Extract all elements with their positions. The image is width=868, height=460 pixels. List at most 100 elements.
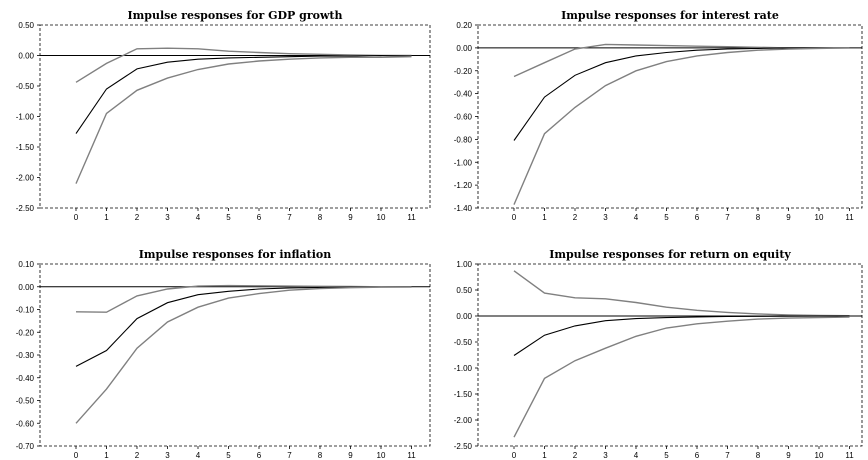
x-tick-label: 6 bbox=[695, 213, 700, 222]
x-tick-label: 5 bbox=[226, 213, 231, 222]
y-tick-label: 0.50 bbox=[18, 21, 34, 30]
x-tick-label: 1 bbox=[104, 213, 109, 222]
lower-bound-line bbox=[75, 56, 412, 184]
response-line bbox=[75, 286, 412, 367]
x-tick-label: 9 bbox=[786, 451, 791, 460]
x-tick-label: 5 bbox=[664, 451, 669, 460]
y-tick-label: -0.70 bbox=[16, 442, 35, 451]
upper-bound-line bbox=[75, 47, 412, 83]
y-tick-label: 0.50 bbox=[456, 286, 472, 295]
y-tick-label: -0.80 bbox=[454, 135, 473, 144]
x-tick-label: 4 bbox=[196, 451, 201, 460]
y-tick-label: -0.60 bbox=[16, 419, 35, 428]
upper-bound-line bbox=[75, 284, 412, 313]
panel-gdp-growth: Impulse responses for GDP growth 0.50 0.0… bbox=[16, 9, 431, 222]
upper-bound-line bbox=[513, 270, 850, 317]
y-tick-label: -0.10 bbox=[16, 306, 35, 315]
x-tick-label: 1 bbox=[104, 451, 109, 460]
plot-frame bbox=[477, 263, 863, 447]
x-tick-label: 8 bbox=[756, 213, 761, 222]
y-tick-label: -0.40 bbox=[16, 374, 35, 383]
x-tick-label: 7 bbox=[725, 213, 730, 222]
response-line bbox=[513, 315, 850, 356]
lower-bound-line bbox=[75, 286, 412, 424]
x-tick-label: 7 bbox=[725, 451, 730, 460]
y-tick-label: -0.20 bbox=[16, 328, 35, 337]
x-tick-label: 8 bbox=[318, 213, 323, 222]
x-tick-label: 10 bbox=[815, 451, 824, 460]
x-tick-label: 11 bbox=[845, 451, 854, 460]
y-tick-label: -2.00 bbox=[454, 416, 473, 425]
y-tick-label: -1.50 bbox=[454, 390, 473, 399]
x-tick-label: 4 bbox=[634, 451, 639, 460]
response-line bbox=[513, 47, 850, 141]
x-tick-label: 2 bbox=[135, 451, 140, 460]
y-tick-label: -2.50 bbox=[454, 442, 473, 451]
panel-return-on-equity: Impulse responses for return on equity 1… bbox=[454, 248, 863, 460]
y-tick-label: -0.50 bbox=[16, 82, 35, 91]
x-tick-label: 6 bbox=[257, 213, 262, 222]
y-tick-label: -0.50 bbox=[454, 338, 473, 347]
panel-interest-rate: Impulse responses for interest rate 0.20… bbox=[454, 9, 863, 222]
x-tick-label: 1 bbox=[542, 451, 547, 460]
y-tick-label: -0.20 bbox=[454, 67, 473, 76]
y-tick-label: -2.00 bbox=[16, 174, 35, 183]
panel-title: Impulse responses for inflation bbox=[139, 248, 332, 261]
x-tick-label: 6 bbox=[257, 451, 262, 460]
x-tick-label: 2 bbox=[135, 213, 140, 222]
y-tick-label: 0.00 bbox=[456, 312, 472, 321]
x-tick-label: 3 bbox=[603, 451, 608, 460]
y-tick-label: 0.20 bbox=[456, 21, 472, 30]
x-tick-label: 10 bbox=[377, 451, 386, 460]
y-tick-label: -0.30 bbox=[16, 351, 35, 360]
x-tick-label: 3 bbox=[165, 213, 170, 222]
plot-frame bbox=[39, 24, 431, 209]
x-tick-label: 8 bbox=[756, 451, 761, 460]
panel-title: Impulse responses for return on equity bbox=[549, 248, 791, 261]
y-tick-label: -1.20 bbox=[454, 181, 473, 190]
x-tick-label: 4 bbox=[196, 213, 201, 222]
x-tick-label: 7 bbox=[287, 213, 292, 222]
x-tick-label: 11 bbox=[407, 213, 416, 222]
x-tick-label: 0 bbox=[74, 213, 79, 222]
y-tick-label: -0.50 bbox=[16, 397, 35, 406]
x-tick-label: 8 bbox=[318, 451, 323, 460]
x-tick-label: 6 bbox=[695, 451, 700, 460]
x-tick-label: 9 bbox=[786, 213, 791, 222]
x-tick-label: 11 bbox=[407, 451, 416, 460]
x-tick-label: 5 bbox=[226, 451, 231, 460]
x-tick-label: 10 bbox=[377, 213, 386, 222]
x-tick-label: 2 bbox=[573, 451, 578, 460]
x-tick-label: 0 bbox=[512, 213, 517, 222]
y-tick-label: -1.00 bbox=[454, 158, 473, 167]
y-tick-label: 0.00 bbox=[456, 44, 472, 53]
x-tick-label: 5 bbox=[664, 213, 669, 222]
x-tick-label: 7 bbox=[287, 451, 292, 460]
y-tick-label: -1.00 bbox=[454, 364, 473, 373]
y-tick-label: 1.00 bbox=[456, 260, 472, 269]
x-tick-label: 2 bbox=[573, 213, 578, 222]
x-tick-label: 0 bbox=[74, 451, 79, 460]
panel-title: Impulse responses for GDP growth bbox=[128, 9, 343, 22]
x-tick-label: 1 bbox=[542, 213, 547, 222]
y-tick-label: -1.50 bbox=[16, 143, 35, 152]
y-tick-label: 0.10 bbox=[18, 260, 34, 269]
y-tick-label: -1.00 bbox=[16, 113, 35, 122]
x-tick-label: 0 bbox=[512, 451, 517, 460]
response-line bbox=[75, 54, 412, 134]
x-tick-label: 9 bbox=[348, 451, 353, 460]
x-tick-label: 9 bbox=[348, 213, 353, 222]
y-tick-label: -1.40 bbox=[454, 204, 473, 213]
x-tick-label: 4 bbox=[634, 213, 639, 222]
panel-inflation: Impulse responses for inflation 0.10 0.00… bbox=[16, 248, 431, 460]
x-tick-label: 10 bbox=[815, 213, 824, 222]
x-tick-label: 3 bbox=[603, 213, 608, 222]
panel-title: Impulse responses for interest rate bbox=[561, 9, 779, 22]
x-tick-label: 3 bbox=[165, 451, 170, 460]
y-tick-label: -0.40 bbox=[454, 90, 473, 99]
lower-bound-line bbox=[513, 47, 850, 205]
x-tick-label: 11 bbox=[845, 213, 854, 222]
lower-bound-line bbox=[513, 316, 850, 438]
y-tick-label: 0.00 bbox=[18, 283, 34, 292]
